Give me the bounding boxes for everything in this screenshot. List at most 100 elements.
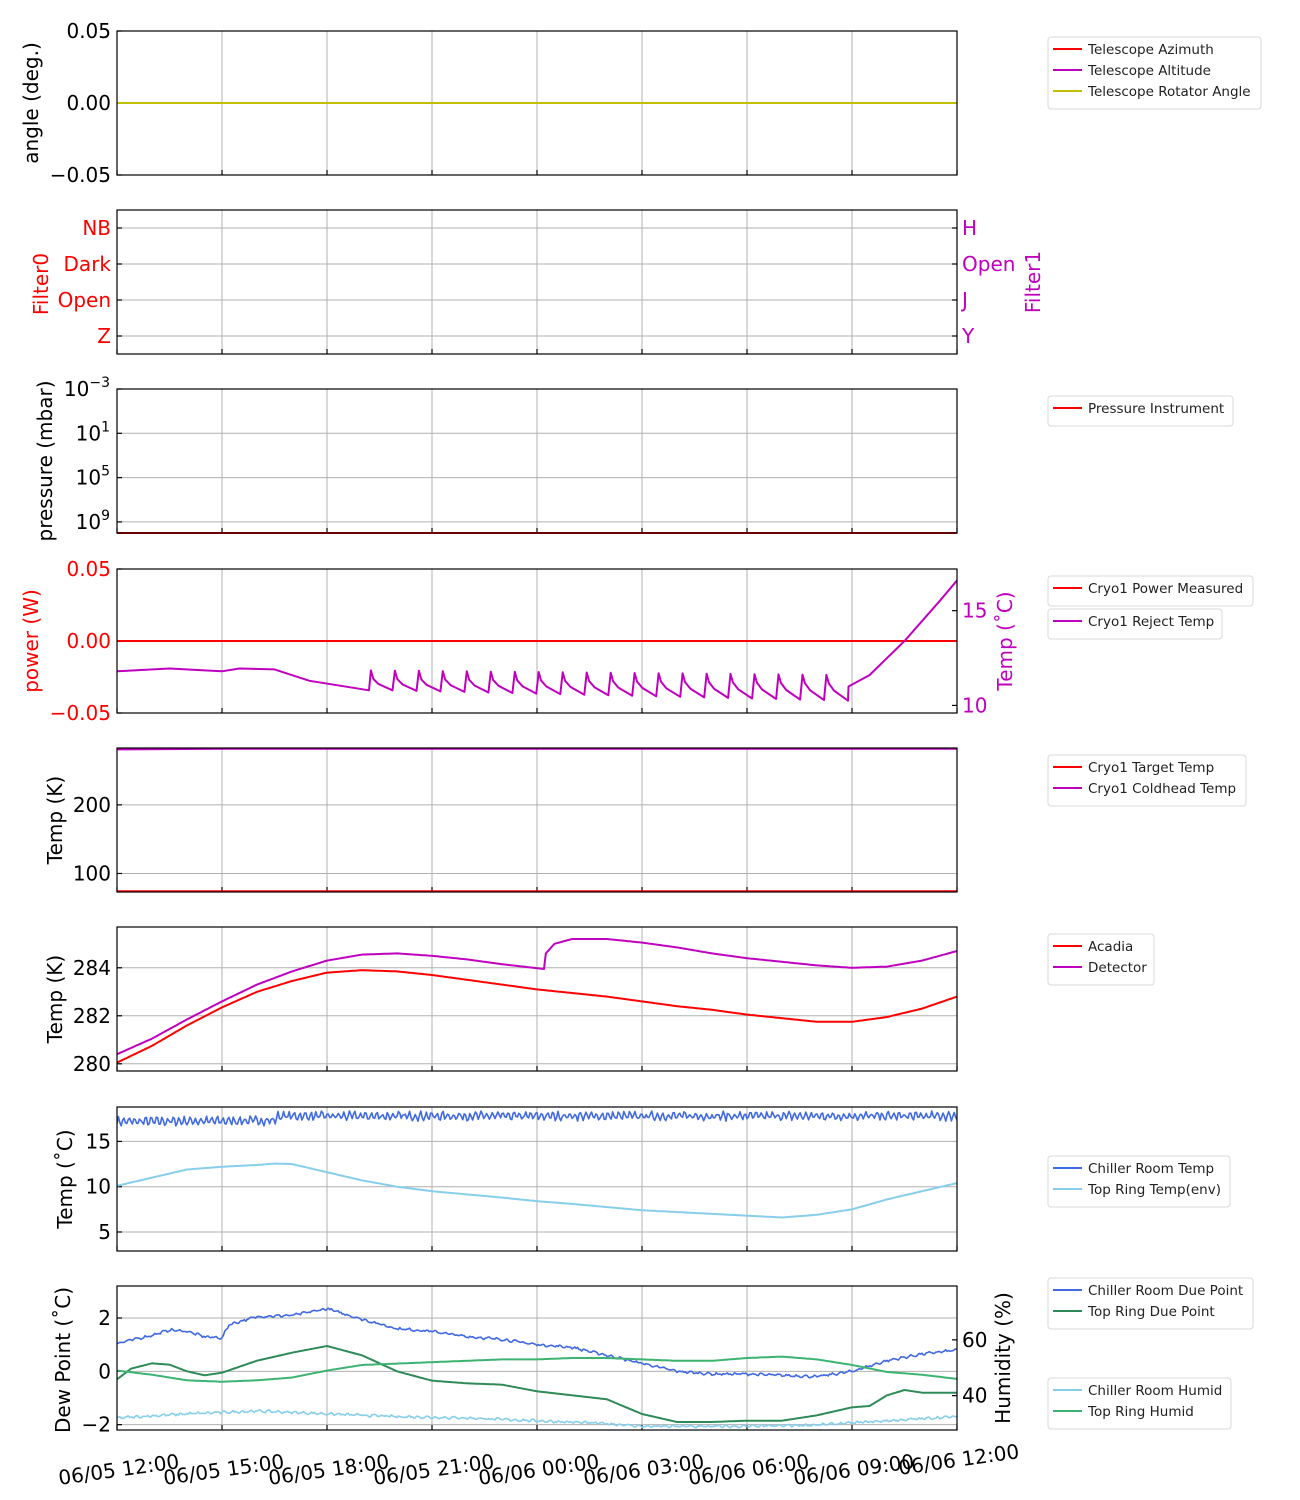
legend: Telescope Azimuth Telescope Altitude Teles… [1047, 36, 1262, 110]
grid [116, 748, 958, 892]
y-tick-label-right: Y [961, 324, 975, 348]
plot-frame [116, 30, 958, 176]
legend-entry: Cryo1 Coldhead Temp [1088, 781, 1236, 797]
plot-frame [116, 1285, 958, 1431]
y-tick-label: −2 [82, 1413, 111, 1437]
series-line-cryo1-reject-temp [117, 579, 957, 702]
y-axis-label: Temp (K) [43, 776, 67, 865]
legend: Cryo1 Target Temp Cryo1 Coldhead Temp [1047, 754, 1247, 807]
legend-entry: Pressure Instrument [1088, 401, 1224, 417]
series-line-top-ring-temp-env- [117, 1162, 957, 1219]
series-line-detector [117, 938, 957, 1056]
legend-entry: Top Ring Temp(env) [1087, 1182, 1221, 1198]
series-group [117, 938, 957, 1064]
legend-box [1047, 1377, 1232, 1430]
legend-entry: Acadia [1088, 939, 1133, 955]
y-axis-label-right: Humidity (%) [991, 1292, 1015, 1424]
y-axis-label: Filter0 [29, 253, 53, 315]
x-tick-label: 06/06 12:00 [897, 1439, 1021, 1480]
legend-box [1047, 754, 1247, 807]
legend-entry: Telescope Azimuth [1087, 42, 1214, 58]
legend-box [1047, 395, 1234, 427]
legend: Chiller Room Due Point Top Ring Due Point [1047, 1277, 1254, 1330]
y-tick-label: 280 [73, 1052, 111, 1076]
panel-dew-humidity: 2 0 −2 60 40 Dew Point (˚C) Humidity (%) Chille… [51, 1277, 1254, 1437]
y-tick-label: 284 [73, 956, 111, 980]
y-tick-label: 10 [86, 1175, 111, 1199]
plot-frame [116, 1106, 958, 1252]
legend-entry: Top Ring Due Point [1087, 1304, 1215, 1320]
y-tick-label: NB [82, 216, 111, 240]
y-tick-label-right: 15 [962, 599, 987, 623]
y-axis-label-right: Filter1 [1021, 251, 1045, 313]
legend-entry: Cryo1 Target Temp [1088, 760, 1214, 776]
legend-entry: Chiller Room Temp [1088, 1161, 1214, 1177]
y-tick-label-right: Open [962, 252, 1015, 276]
y-tick-label-right: 10 [962, 693, 987, 717]
plot-frame [116, 568, 958, 714]
y-tick-label: 200 [73, 793, 111, 817]
series-line-top-ring-due-point [117, 1345, 957, 1423]
y-axis-label-right: Temp (˚C) [993, 591, 1017, 691]
y-tick-label: 105 [76, 464, 110, 490]
legend-entry: Chiller Room Humid [1088, 1383, 1222, 1399]
legend: Cryo1 Power Measured [1047, 575, 1254, 607]
legend: Pressure Instrument [1047, 395, 1234, 427]
series-line-chiller-room-due-point [117, 1307, 957, 1379]
legend: Chiller Room Temp Top Ring Temp(env) [1047, 1155, 1231, 1208]
y-tick-label: 100 [73, 861, 111, 885]
y-tick-label: 0 [98, 1359, 111, 1383]
y-tick-label: −0.05 [50, 701, 111, 725]
plot-frame [116, 209, 958, 355]
y-tick-label-right: 60 [962, 1328, 987, 1352]
panel-telescope: 0.05 0.00 −0.05 angle (deg.) Telescope Azimu… [19, 19, 1262, 187]
y-axis-label: angle (deg.) [19, 42, 43, 164]
series-line-chiller-room-humid [117, 1408, 957, 1429]
panel-pressure: 10−3 101 105 109 pressure (mbar) Pressure… [33, 375, 1234, 542]
series-group [117, 747, 957, 893]
y-tick-label: 101 [76, 419, 110, 445]
y-tick-label-right: J [960, 288, 968, 312]
y-axis-label: Temp (˚C) [53, 1129, 77, 1229]
legend: Chiller Room Humid Top Ring Humid [1047, 1377, 1232, 1430]
legend-entry: Chiller Room Due Point [1088, 1283, 1243, 1299]
legend-entry: Telescope Rotator Angle [1087, 84, 1251, 100]
legend-entry: Cryo1 Power Measured [1088, 581, 1243, 597]
y-tick-label: 15 [86, 1129, 111, 1153]
plot-frame [116, 926, 958, 1072]
legend-entry: Detector [1088, 960, 1147, 976]
legend-entry: Cryo1 Reject Temp [1088, 614, 1214, 630]
legend: Cryo1 Reject Temp [1047, 608, 1223, 640]
y-tick-label: 0.05 [66, 557, 111, 581]
series-line-chiller-room-temp [117, 1110, 957, 1127]
y-axis-label: Temp (K) [43, 955, 67, 1044]
series-line-cryo1-coldhead-temp [117, 747, 957, 751]
y-tick-label: 0.00 [66, 629, 111, 653]
panel-cryo-power: 0.05 0.00 −0.05 15 10 power (W) Temp (˚C) Cryo1… [19, 557, 1254, 725]
y-tick-label: 109 [76, 508, 110, 534]
legend-entry: Telescope Altitude [1087, 63, 1211, 79]
y-tick-label: −0.05 [50, 163, 111, 187]
y-tick-label: Dark [64, 252, 112, 276]
legend: Acadia Detector [1047, 933, 1155, 986]
legend-box [1047, 1277, 1254, 1330]
y-tick-label-right: H [962, 216, 977, 240]
y-axis-label: Dew Point (˚C) [51, 1287, 75, 1433]
legend-box [1047, 36, 1262, 110]
y-axis-label: power (W) [19, 589, 43, 693]
panel-filters: NB Dark Open Z H Open JY Filter0 Filter1 [29, 209, 1045, 355]
legend-box [1047, 1155, 1231, 1208]
plot-frame [116, 388, 958, 534]
legend-entry: Top Ring Humid [1087, 1404, 1194, 1420]
y-tick-label: 2 [98, 1306, 111, 1330]
series-group [117, 1110, 957, 1219]
series-group [117, 1307, 957, 1429]
series-group [117, 579, 957, 702]
y-tick-label: 282 [73, 1004, 111, 1028]
series-line-acadia [117, 969, 957, 1064]
y-tick-label: 0.00 [66, 91, 111, 115]
